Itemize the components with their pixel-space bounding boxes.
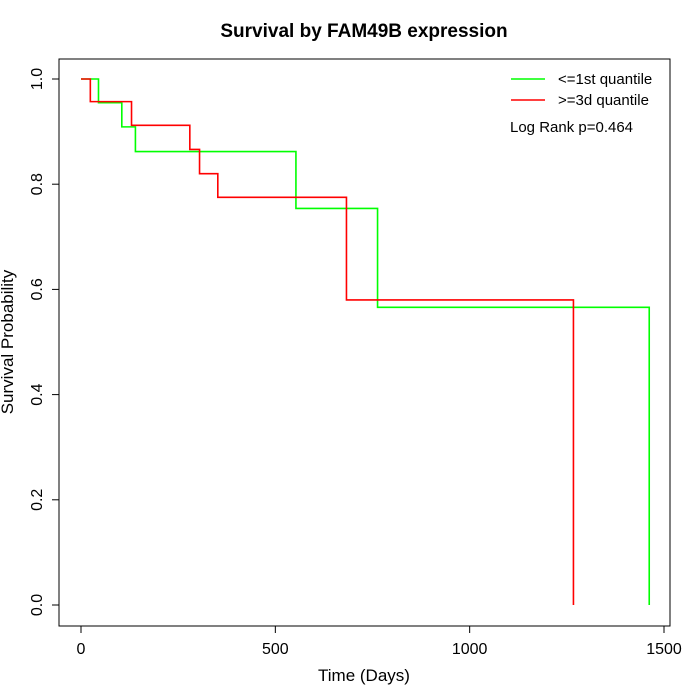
x-tick-label: 1000 <box>452 641 488 658</box>
y-tick-label: 1.0 <box>29 68 46 90</box>
x-tick-label: 1500 <box>646 641 682 658</box>
legend-label: >=3d quantile <box>558 92 649 109</box>
chart-title: Survival by FAM49B expression <box>220 21 507 42</box>
y-tick-label: 0.0 <box>29 594 46 616</box>
x-tick-label: 0 <box>77 641 86 658</box>
series-layer <box>81 78 651 605</box>
y-tick-label: 0.6 <box>29 278 46 300</box>
y-tick-label: 0.2 <box>29 489 46 511</box>
series-line-2 <box>81 78 575 605</box>
y-tick-label: 0.8 <box>29 173 46 195</box>
x-axis: 0 500 1000 1500 <box>77 625 682 658</box>
series-line-1 <box>81 78 651 605</box>
y-axis: 0.0 0.2 0.4 0.6 0.8 1.0 <box>29 68 60 616</box>
legend-label: <=1st quantile <box>558 71 652 88</box>
y-tick-label: 0.4 <box>29 383 46 405</box>
y-axis-label: Survival Probability <box>0 269 17 414</box>
x-axis-label: Time (Days) <box>318 666 410 685</box>
legend: <=1st quantile >=3d quantile <box>511 71 652 109</box>
plot-frame <box>58 58 671 627</box>
logrank-annotation: Log Rank p=0.464 <box>510 119 633 136</box>
x-tick-label: 500 <box>262 641 289 658</box>
